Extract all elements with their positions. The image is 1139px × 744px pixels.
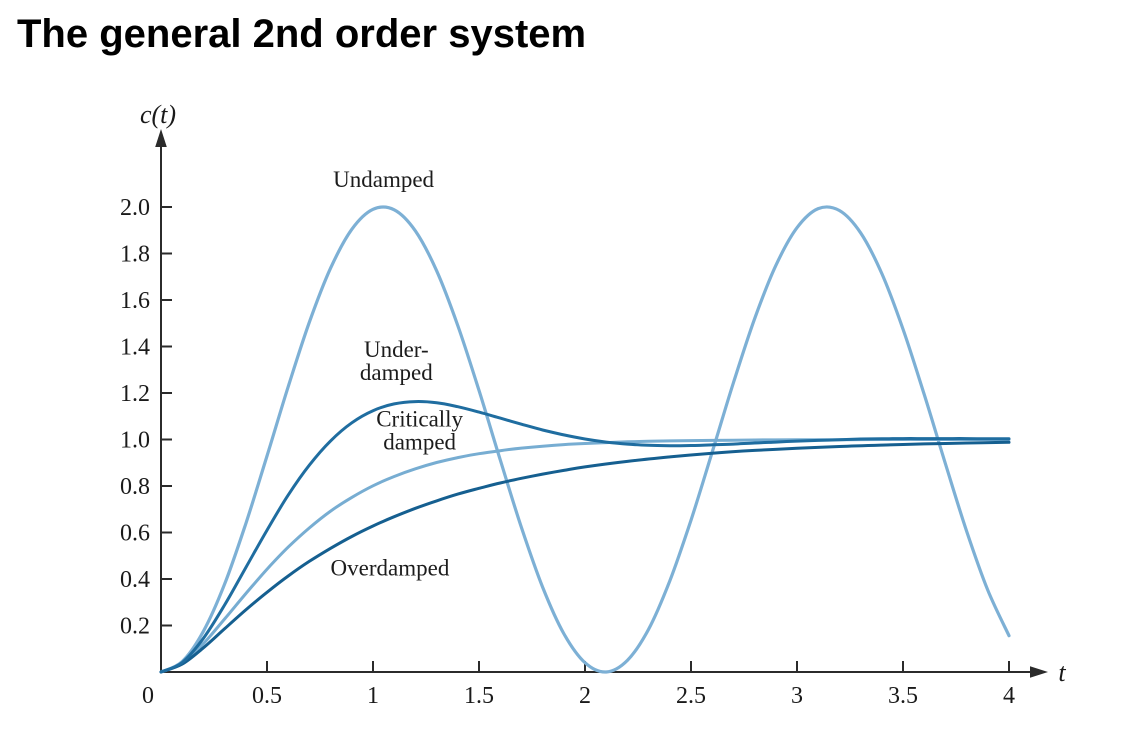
x-tick-label: 2.5: [676, 683, 706, 709]
y-tick-label: 1.4: [120, 335, 150, 361]
y-tick-label: 1.2: [120, 381, 150, 407]
curve-underdamped: [159, 400, 1011, 674]
curve-critically-damped: [159, 438, 1011, 674]
y-axis-arrow: [155, 129, 167, 147]
y-tick-label: 0.2: [120, 614, 150, 640]
curve-undamped: [159, 205, 1011, 674]
x-tick-label: 0: [142, 683, 154, 709]
annotation-undamped: Undamped: [333, 167, 434, 192]
y-tick-label: 0.6: [120, 521, 150, 547]
x-axis-label: t: [1058, 658, 1066, 687]
y-tick-label: 0.4: [120, 567, 150, 593]
y-tick-label: 1.6: [120, 288, 150, 314]
y-tick-label: 2.0: [120, 195, 150, 221]
x-tick-label: 4: [1003, 683, 1015, 709]
x-axis-arrow: [1030, 666, 1048, 678]
annotation-overdamped: Overdamped: [331, 555, 450, 580]
page-title: The general 2nd order system: [17, 12, 587, 56]
x-tick-label: 3.5: [888, 683, 918, 709]
annotation-critically-damped: Critically damped: [376, 407, 463, 455]
annotation-under-damped: Under-damped: [360, 337, 433, 385]
x-tick-label: 1.5: [464, 683, 494, 709]
y-tick-label: 0.8: [120, 474, 150, 500]
x-tick-label: 2: [579, 683, 591, 709]
y-tick-label: 1.0: [120, 428, 150, 454]
y-axis-label: c(t): [140, 100, 176, 129]
y-tick-label: 1.8: [120, 242, 150, 268]
x-tick-label: 0.5: [252, 683, 282, 709]
curve-overdamped: [159, 440, 1011, 674]
x-tick-label: 1: [367, 683, 379, 709]
x-tick-label: 3: [791, 683, 803, 709]
